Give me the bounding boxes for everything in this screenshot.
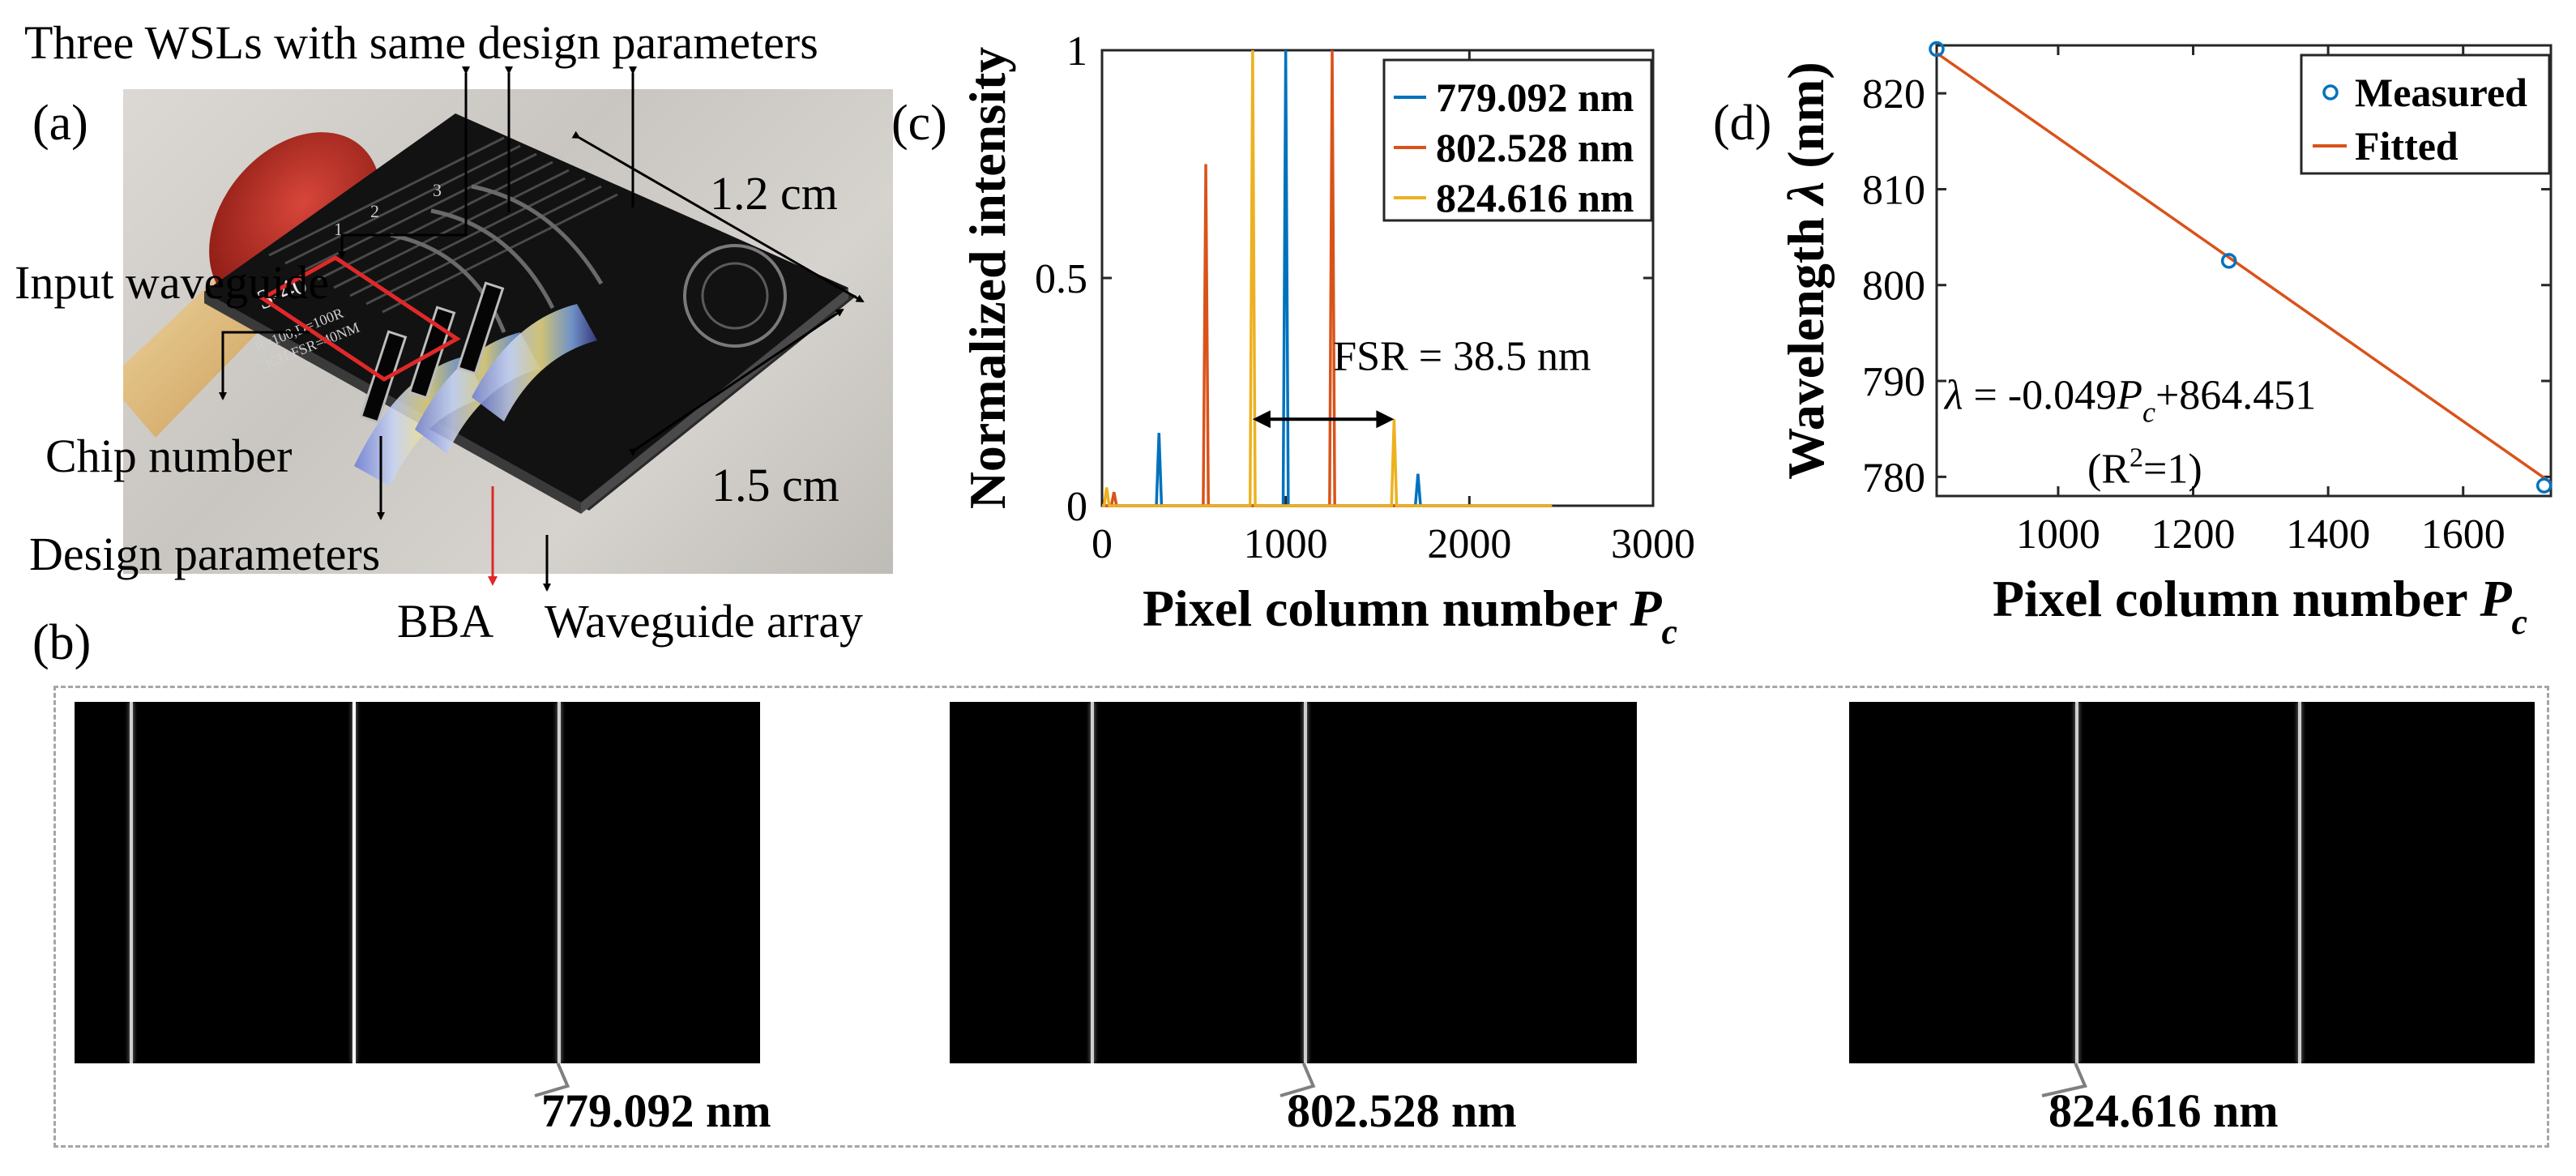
x-axis-label-c: Pixel column number Pc [1143,579,1677,652]
chip-number-label: Chip number [45,430,292,482]
width-dim-arrow [571,130,865,303]
fsr-arrow-right-head [1376,410,1395,429]
x-axis-label-d: Pixel column number Pc [1993,570,2527,642]
panel-a-label: (a) [32,96,88,151]
x-tick-label-c-1: 1000 [1244,521,1328,567]
chip-number-arrow [219,331,310,400]
legend-swatch-d-0 [2322,84,2339,100]
y-tick-label-d-2: 800 [1862,263,1925,310]
chart-d: (d) 1000 1200 1400 1600 780 790 800 810 820 Measu… [1713,41,2553,642]
legend-label-c-2: 824.616 nm [1436,175,1634,220]
input-waveguide-label: Input waveguide [15,256,329,309]
y-tick-label-c-1: 0.5 [1035,256,1087,302]
spectral-line [1303,702,1307,1063]
waveguide-array-label: Waveguide array [545,595,863,648]
panel-b-frame [53,686,2549,1148]
x-tick-label-c-2: 2000 [1427,521,1511,567]
y-tick-label-d-3: 810 [1862,167,1925,213]
x-tick-label-c-3: 3000 [1611,521,1695,567]
chart-c: (c) 0 1000 2000 3000 0 0.5 1 FSR = 38.5 nm 779.0… [891,28,1695,652]
design-parameters-label: Design parameters [29,528,380,580]
spectral-line [557,702,562,1063]
spectral-line [2075,702,2079,1063]
fsr-annotation-text: FSR = 38.5 nm [1333,334,1591,380]
y-tick-label-d-1: 790 [1862,359,1925,405]
legend-label-c-0: 779.092 nm [1436,75,1634,120]
x-tick-label-c-0: 0 [1091,521,1113,567]
y-tick-label-d-4: 820 [1862,71,1925,118]
panel-b-label: (b) [32,615,92,670]
fsr-arrow-left-head [1252,410,1271,429]
length-dimension-label: 1.5 cm [711,459,839,511]
x-tick-label-d-3: 1600 [2421,511,2506,558]
spectral-line [2298,702,2302,1063]
width-dimension-label: 1.2 cm [710,167,838,220]
legend-label-d-1: Fitted [2355,123,2459,169]
measured-point-d-0 [1929,41,1945,58]
spectral-line [1090,702,1094,1063]
y-tick-label-c-0: 0 [1066,484,1087,530]
legend-d [2300,53,2551,175]
spectrum-image-3 [1849,702,2535,1063]
x-tick-label-d-2: 1400 [2286,511,2370,558]
y-axis-label-c: Normalized intensity [959,47,1016,510]
spectral-line [129,702,133,1063]
length-dim-arrow [628,308,844,456]
spectrum-image-1 [75,702,760,1063]
spectral-line [352,702,356,1063]
spectrum-image-2 [950,702,1637,1063]
input-waveguide-arrow [338,225,468,259]
y-axis-label-d: Wavelength λ (nm) [1777,62,1835,480]
three-wsls-label: Three WSLs with same design parameters [24,16,818,69]
fit-r2-text: (R2=1) [2087,443,2202,493]
x-tick-label-d-0: 1000 [2016,511,2100,558]
design-param-box [258,255,461,382]
panel-a-annotations: Three WSLs with same design parameters (… [15,16,865,648]
y-tick-label-c-2: 1 [1066,28,1087,75]
panel-c-label: (c) [891,96,947,151]
panel-d-label: (d) [1713,96,1771,151]
wsl-number-3: 3 [433,180,442,200]
fitted-line-d [1935,52,2553,484]
legend-label-d-0: Measured [2355,70,2527,115]
y-tick-label-d-0: 780 [1862,455,1925,501]
measured-point-d-2 [2535,477,2553,494]
chip-edge [204,292,581,514]
bba-label: BBA [397,595,493,648]
wsl-number-1: 1 [334,219,343,239]
legend-c [1382,58,1653,222]
measured-point-d-1 [2220,253,2237,269]
x-tick-label-d-1: 1200 [2151,511,2236,558]
fit-equation-text: λ = -0.049Pc+864.451 [1943,373,2316,429]
legend-label-c-1: 802.528 nm [1436,125,1634,170]
bba-reflections [354,304,597,486]
wsl-number-2: 2 [370,201,379,221]
